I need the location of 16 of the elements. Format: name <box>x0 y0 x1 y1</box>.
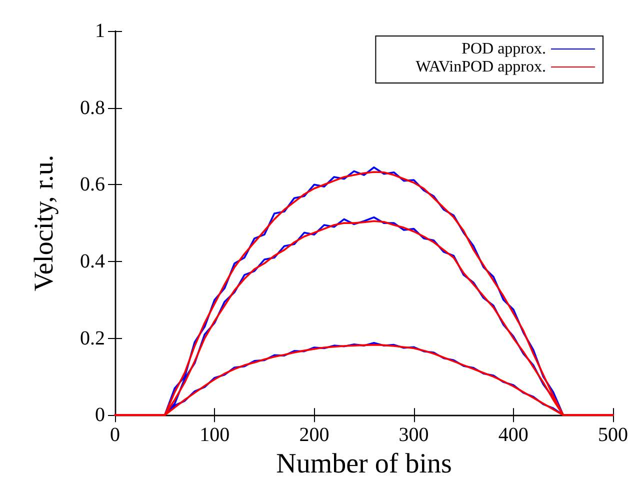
legend-label: WAVinPOD approx. <box>416 58 546 76</box>
x-axis-title: Number of bins <box>276 448 452 480</box>
y-axis-title: Velocity, r.u. <box>28 154 58 292</box>
x-tick-label: 300 <box>398 424 429 446</box>
legend-label: POD approx. <box>462 40 546 58</box>
y-tick-label: 0 <box>95 404 105 426</box>
x-tick-label: 200 <box>299 424 330 446</box>
x-tick-label: 400 <box>498 424 528 446</box>
x-tick-label: 500 <box>598 424 628 446</box>
y-tick-label: 0.4 <box>80 250 105 272</box>
x-tick-label: 0 <box>110 424 120 446</box>
y-tick-label: 0.6 <box>80 174 105 196</box>
y-tick-label: 1 <box>95 20 105 42</box>
x-tick-label: 100 <box>200 424 230 446</box>
y-tick-label: 0.8 <box>80 96 105 119</box>
y-tick-label: 0.2 <box>80 327 105 350</box>
